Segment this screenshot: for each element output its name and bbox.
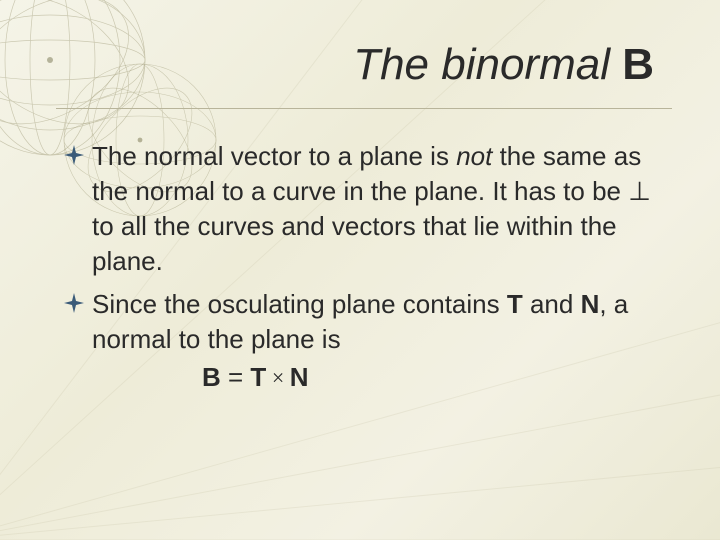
- vector-T: T: [507, 289, 523, 319]
- title-underline: [56, 108, 672, 109]
- cross-product-symbol: ×: [266, 365, 289, 390]
- slide-title: The binormal B: [56, 40, 654, 90]
- bullet-1-emph-not: not: [456, 141, 492, 171]
- formula-T: T: [250, 362, 266, 392]
- title-prefix: The binormal: [353, 40, 622, 89]
- bullet-2-text-p2: and: [523, 289, 581, 319]
- bullet-2-text-p1: Since the osculating plane contains: [92, 289, 507, 319]
- slide-content: The binormal B The normal vector to a pl…: [0, 0, 720, 540]
- plus-star-icon: [64, 293, 84, 313]
- formula-line: B = T × N: [92, 360, 652, 395]
- bullet-2: Since the osculating plane contains T an…: [64, 287, 652, 394]
- bullet-1-text-p1: The normal vector to a plane is: [92, 141, 456, 171]
- plus-star-icon: [64, 145, 84, 165]
- title-region: The binormal B: [56, 40, 672, 90]
- formula-B: B: [202, 362, 221, 392]
- formula-eq: =: [221, 362, 251, 392]
- formula-N: N: [290, 362, 309, 392]
- bullet-1-text-p3: to all the curves and vectors that lie w…: [92, 211, 617, 276]
- bullet-1: The normal vector to a plane is not the …: [64, 139, 652, 279]
- vector-N: N: [581, 289, 600, 319]
- perpendicular-symbol: ⊥: [628, 177, 651, 206]
- slide-body: The normal vector to a plane is not the …: [56, 139, 672, 395]
- title-bold-letter: B: [622, 40, 654, 89]
